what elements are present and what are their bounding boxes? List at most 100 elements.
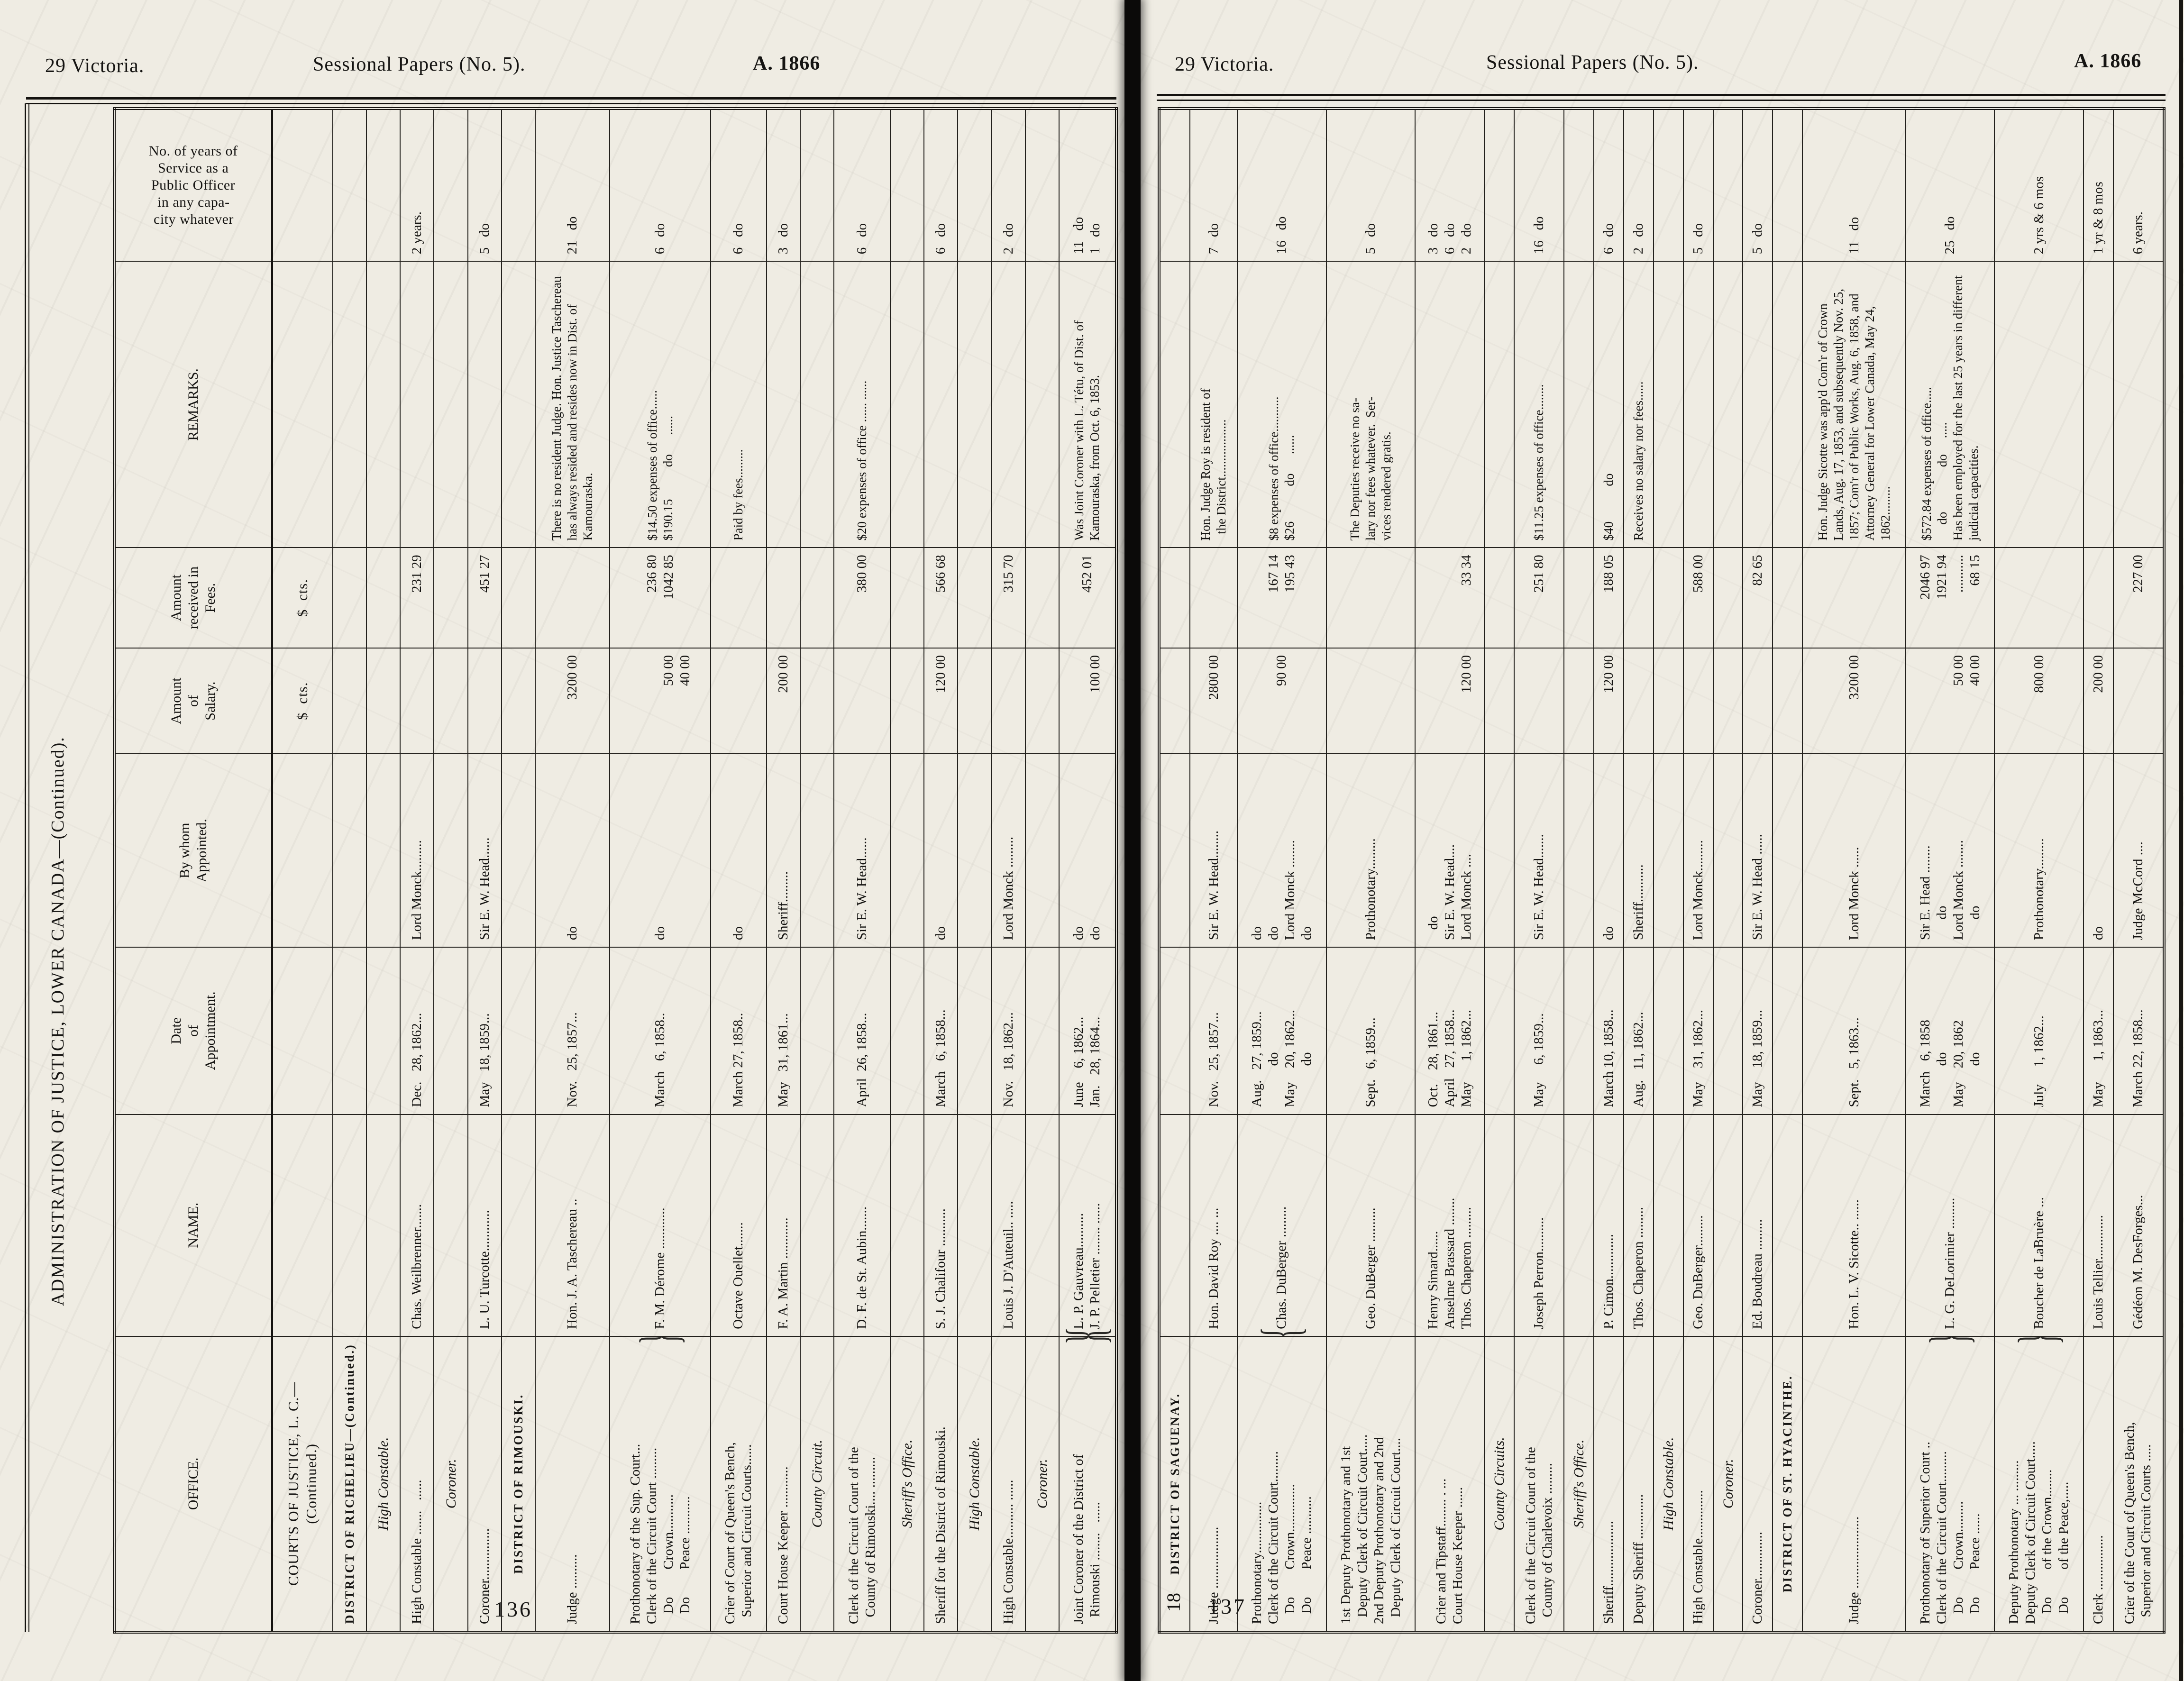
cell-date-of-appointment: May 31, 1862... — [1683, 947, 1713, 1115]
cell-remarks — [434, 261, 468, 548]
cell-by-whom-appointed — [434, 754, 468, 948]
cell-date-of-appointment — [1713, 947, 1743, 1115]
cell-office: Coroner............... — [467, 1336, 502, 1632]
table-row: Prothonotary of Superior Court .. Clerk … — [1905, 109, 1995, 1632]
cell-amount-received-in-fees: 588 00 — [1683, 548, 1713, 648]
cell-by-whom-appointed: do do — [1059, 754, 1116, 948]
cell-name: L. U. Turcotte............ — [467, 1114, 502, 1336]
cell-amount-received-in-fees: 566 68 — [924, 548, 958, 648]
table-row: 1st Deputy Prothonotary and 1st Deputy C… — [1326, 109, 1416, 1632]
cell-date-of-appointment: Dec. 28, 1862... — [400, 947, 434, 1115]
cell-name: Geo. DuBerger .......... — [1326, 1114, 1416, 1336]
cell-years-of-service: 6 years. — [2113, 109, 2164, 262]
district-row: DISTRICT OF RIMOUSKI. — [501, 109, 536, 1632]
cell-amount-of-salary — [400, 648, 434, 754]
column-header-remarks: REMARKS. — [114, 261, 272, 548]
cell-date-of-appointment: July 1, 1862... — [1994, 947, 2083, 1115]
column-header-years-of-service: No. of years of Service as a Public Offi… — [114, 109, 272, 262]
cell-by-whom-appointed: Sir E. W. Head ...... — [1743, 754, 1773, 948]
grouping-brace: } — [630, 1336, 690, 1345]
cell-remarks — [767, 261, 801, 548]
cell-office: Prothonotary of Superior Court .. Clerk … — [1905, 1336, 1995, 1632]
cell-by-whom-appointed: do — [2083, 754, 2113, 948]
cell-remarks — [400, 261, 434, 548]
cell-amount-of-salary — [710, 648, 767, 754]
cell-office: Sheriff's Office. — [890, 1336, 924, 1632]
page-number-137: 137 — [1208, 1594, 1246, 1618]
cell-years-of-service — [434, 109, 468, 262]
cell-office: High Constable ....... ...... — [400, 1336, 434, 1632]
table-row: Prothonotary............... Clerk of the… — [1237, 109, 1326, 1632]
cell-amount-of-salary — [800, 648, 834, 754]
cell-amount-of-salary — [2113, 648, 2164, 754]
cell-name — [1653, 1114, 1683, 1336]
column-header-by-whom-appointed: By whom Appointed. — [114, 754, 272, 948]
cell-years-of-service: 6 do — [710, 109, 767, 262]
cell-remarks — [467, 261, 502, 548]
cell-by-whom-appointed — [1563, 754, 1594, 948]
cell-by-whom-appointed: Sir E. W. Head...... — [834, 754, 890, 948]
cell-years-of-service: 3 do — [767, 109, 801, 262]
running-head-title-left: Sessional Papers (No. 5). — [313, 54, 526, 75]
cell-amount-of-salary — [434, 648, 468, 754]
cell-years-of-service — [800, 109, 834, 262]
cell-by-whom-appointed: Sir E. W. Head...... — [467, 754, 502, 948]
table-row: Crier and Tipstaff........ . ... Court H… — [1415, 109, 1485, 1632]
cell-amount-of-salary — [834, 648, 890, 754]
column-header-name: NAME. — [114, 1114, 272, 1336]
cell-by-whom-appointed: Sheriff......... — [767, 754, 801, 948]
cell-years-of-service — [958, 109, 992, 262]
cell-office: Sheriff for the District of Rimouski. — [924, 1336, 958, 1632]
cell-date-of-appointment — [332, 947, 366, 1115]
cell-date-of-appointment: March 6, 1858... — [924, 947, 958, 1115]
cell-remarks — [366, 261, 401, 548]
cell-remarks: $14.50 expenses of office...... $190.15 … — [610, 261, 711, 548]
cell-amount-received-in-fees — [1713, 548, 1743, 648]
cell-office: Crier of Court of Queen's Bench, Superio… — [710, 1336, 767, 1632]
cell-date-of-appointment — [366, 947, 401, 1115]
cell-date-of-appointment: Sept. 5, 1863... — [1802, 947, 1906, 1115]
cell-by-whom-appointed: Prothonotary......... — [1994, 754, 2083, 948]
cell-amount-of-salary — [958, 648, 992, 754]
grouping-brace: } — [1059, 1336, 1116, 1345]
cell-amount-of-salary — [1326, 648, 1416, 754]
cell-office: Coroner.............. — [1743, 1336, 1773, 1632]
cell-by-whom-appointed — [1159, 754, 1190, 948]
cell-amount-of-salary: 200 00 — [2083, 648, 2113, 754]
cell-name: Boucher de LaBruère ... — [1994, 1114, 2083, 1336]
cell-office: Clerk ................ — [2083, 1336, 2113, 1632]
cell-by-whom-appointed — [501, 754, 536, 948]
cell-date-of-appointment: April 26, 1858... — [834, 947, 890, 1115]
cell-date-of-appointment: Aug. 11, 1862... — [1623, 947, 1654, 1115]
cell-amount-of-salary: 100 00 — [1059, 648, 1116, 754]
cell-years-of-service: 5 do — [1683, 109, 1713, 262]
cell-remarks — [890, 261, 924, 548]
cell-remarks — [1743, 261, 1773, 548]
cell-office: DISTRICT OF RICHELIEU—(Continued.) — [332, 1336, 366, 1632]
cell-remarks: Was Joint Coroner with L. Tétu, of Dist.… — [1059, 261, 1116, 548]
cell-by-whom-appointed — [366, 754, 401, 948]
cell-date-of-appointment — [1159, 947, 1190, 1115]
cell-date-of-appointment: Nov. 18, 1862... — [991, 947, 1025, 1115]
cell-amount-of-salary — [501, 648, 536, 754]
cell-by-whom-appointed: do do Lord Monck ........ do — [1237, 754, 1326, 948]
cell-office: County Circuit. — [800, 1336, 834, 1632]
cell-office: High Constable. — [1653, 1336, 1683, 1632]
cell-years-of-service: 11 do 1 do — [1059, 109, 1116, 262]
cell-office: 1st Deputy Prothonotary and 1st Deputy C… — [1326, 1336, 1416, 1632]
table-row: Crier of Court of Queen's Bench, Superio… — [710, 109, 767, 1632]
cell-office: Judge .................. — [1190, 1336, 1238, 1632]
cell-date-of-appointment: May 18, 1859... — [1743, 947, 1773, 1115]
cell-by-whom-appointed: do — [710, 754, 767, 948]
cell-name: Hon. J. A. Taschereau .. — [535, 1114, 610, 1336]
cell-years-of-service — [1653, 109, 1683, 262]
cell-by-whom-appointed — [958, 754, 992, 948]
cell-remarks — [1683, 261, 1713, 548]
cell-date-of-appointment: May 18, 1859... — [467, 947, 502, 1115]
cell-remarks: Hon. Judge Roy is resident of the Distri… — [1190, 261, 1238, 548]
cell-remarks: $11.25 expenses of office........ — [1514, 261, 1564, 548]
cell-office: High Constable. — [958, 1336, 992, 1632]
cell-date-of-appointment: May 6, 1859... — [1514, 947, 1564, 1115]
cell-name — [1773, 1114, 1803, 1336]
cell-date-of-appointment: Nov. 25, 1857... — [535, 947, 610, 1115]
